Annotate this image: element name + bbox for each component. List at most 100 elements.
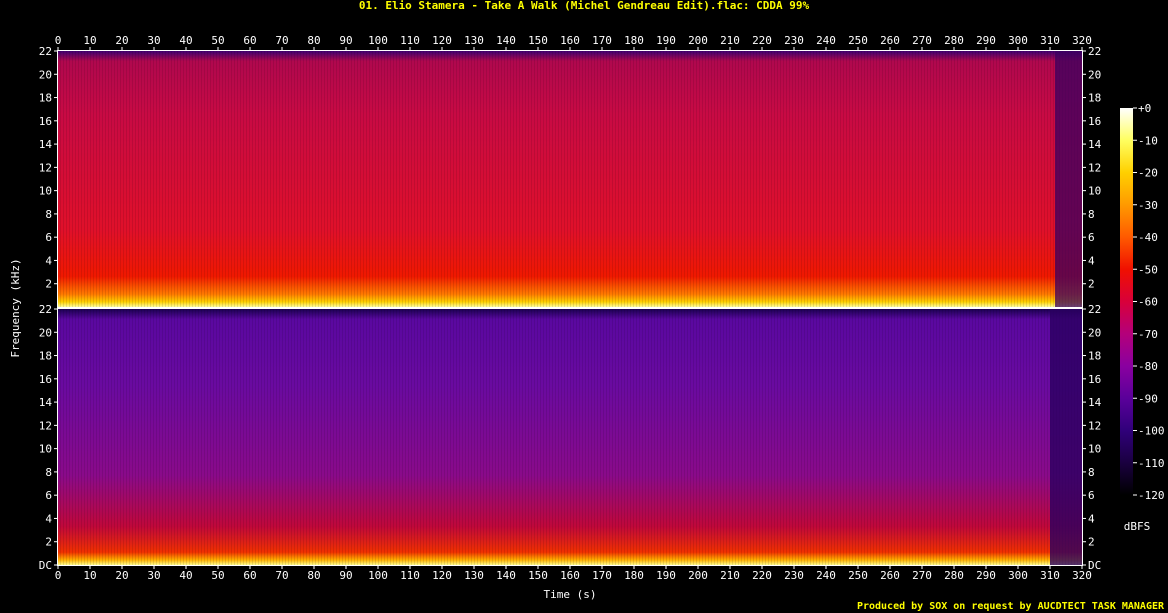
y-tick-label-left-bottom: 18 (39, 350, 52, 363)
x-tick-label-bottom: 180 (624, 569, 644, 582)
y-tick-label-left-bottom: 12 (39, 419, 52, 432)
x-tick-label-top: 220 (752, 34, 772, 47)
x-tick-label-bottom: 130 (464, 569, 484, 582)
y-tick-label-right-top: 6 (1088, 231, 1095, 244)
spectrogram-title: 01. Elio Stamera - Take A Walk (Michel G… (358, 0, 810, 12)
y-tick-label-right-top: 18 (1088, 92, 1101, 105)
x-tick-label-top: 210 (720, 34, 740, 47)
y-tick-label-right-top: 16 (1088, 115, 1101, 128)
colorbar: +0 -10 -20 -30 -40 -50 -60 -70 -80 -90 -100 -110 -12… (1120, 102, 1165, 533)
y-tick-label-left-top: 10 (39, 185, 52, 198)
y-tick-label-left-bottom: 2 (45, 536, 52, 549)
x-tick-label-top: 100 (368, 34, 388, 47)
left-channel-fadeout (1055, 51, 1082, 307)
colorbar-tick-label: -40 (1138, 231, 1158, 244)
y-tick-label-right-top: 10 (1088, 185, 1101, 198)
x-tick-label-bottom: 100 (368, 569, 388, 582)
y-tick-label-left-bottom: 20 (39, 326, 52, 339)
y-tick-label-left-bottom: 10 (39, 443, 52, 456)
colorbar-tick-label: -60 (1138, 296, 1158, 309)
colorbar-tick-label: -30 (1138, 199, 1158, 212)
y-tick-label-right-top: 2 (1088, 278, 1095, 291)
x-tick-label-top: 90 (339, 34, 352, 47)
y-axis-label: Frequency (kHz) (9, 258, 22, 357)
y-tick-label-right-top: 20 (1088, 68, 1101, 81)
x-tick-label-bottom: 40 (179, 569, 192, 582)
x-tick-label-top: 70 (275, 34, 288, 47)
colorbar-gradient (1120, 108, 1133, 495)
y-tick-label-left-bottom: 14 (39, 396, 53, 409)
x-tick-label-top: 320 (1072, 34, 1092, 47)
x-tick-label-bottom: 320 (1072, 569, 1092, 582)
x-tick-label-top: 140 (496, 34, 516, 47)
y-tick-label-left-top: 14 (39, 138, 53, 151)
x-axis-bottom: 0 10 20 30 40 50 60 70 80 90 100 110 120 130 140 150 160… (55, 565, 1092, 582)
colorbar-tick-label: +0 (1138, 102, 1151, 115)
x-tick-label-top: 270 (912, 34, 932, 47)
y-tick-label-right-top: 8 (1088, 208, 1095, 221)
x-tick-label-bottom: 220 (752, 569, 772, 582)
x-tick-label-bottom: 250 (848, 569, 868, 582)
x-tick-label-bottom: 280 (944, 569, 964, 582)
y-tick-label-right-top: 4 (1088, 254, 1095, 267)
x-tick-label-bottom: 310 (1040, 569, 1060, 582)
x-tick-label-top: 300 (1008, 34, 1028, 47)
y-tick-label-left-top: 4 (45, 254, 52, 267)
x-axis-top: 0 10 20 30 40 50 60 70 80 90 100 110 120 130 140 150 160… (55, 34, 1092, 51)
x-tick-label-top: 40 (179, 34, 192, 47)
y-tick-label-left-top: 6 (45, 231, 52, 244)
x-tick-label-top: 50 (211, 34, 224, 47)
colorbar-label: dBFS (1124, 520, 1151, 533)
x-tick-label-top: 170 (592, 34, 612, 47)
x-tick-label-top: 260 (880, 34, 900, 47)
colorbar-tick-label: -20 (1138, 167, 1158, 180)
x-tick-label-top: 120 (432, 34, 452, 47)
x-tick-label-top: 240 (816, 34, 836, 47)
y-tick-label-left-bottom: DC (39, 559, 52, 572)
y-tick-label-left-bottom: 22 (39, 303, 52, 316)
x-tick-label-bottom: 230 (784, 569, 804, 582)
y-tick-label-right-bottom: 4 (1088, 512, 1095, 525)
x-tick-label-bottom: 190 (656, 569, 676, 582)
x-tick-label-top: 110 (400, 34, 420, 47)
y-tick-label-left-top: 18 (39, 92, 52, 105)
right-channel-fadeout (1050, 309, 1082, 565)
footer-credit: Produced by SOX on request by AUCDTECT T… (856, 601, 1164, 612)
x-tick-label-bottom: 10 (83, 569, 96, 582)
x-axis-label: Time (s) (544, 588, 597, 601)
x-tick-label-bottom: 30 (147, 569, 160, 582)
y-tick-label-left-bottom: 16 (39, 373, 52, 386)
colorbar-tick-label: -80 (1138, 360, 1158, 373)
y-tick-label-left-top: 22 (39, 45, 52, 58)
x-tick-label-bottom: 290 (976, 569, 996, 582)
x-tick-label-bottom: 150 (528, 569, 548, 582)
x-tick-label-bottom: 120 (432, 569, 452, 582)
x-tick-label-top: 10 (83, 34, 96, 47)
x-tick-label-bottom: 70 (275, 569, 288, 582)
colorbar-tick-label: -10 (1138, 134, 1158, 147)
x-tick-label-bottom: 90 (339, 569, 352, 582)
x-tick-label-top: 310 (1040, 34, 1060, 47)
x-tick-label-bottom: 170 (592, 569, 612, 582)
x-tick-label-bottom: 300 (1008, 569, 1028, 582)
y-tick-label-right-bottom: 6 (1088, 489, 1095, 502)
x-tick-label-bottom: 50 (211, 569, 224, 582)
x-tick-label-bottom: 20 (115, 569, 128, 582)
y-tick-label-right-bottom: 2 (1088, 536, 1095, 549)
y-tick-label-right-bottom: 18 (1088, 350, 1101, 363)
x-tick-label-top: 290 (976, 34, 996, 47)
right-channel-panel (58, 309, 1082, 565)
x-tick-label-top: 230 (784, 34, 804, 47)
x-tick-label-top: 180 (624, 34, 644, 47)
x-tick-label-bottom: 260 (880, 569, 900, 582)
x-tick-label-top: 250 (848, 34, 868, 47)
colorbar-tick-label: -70 (1138, 328, 1158, 341)
x-tick-label-bottom: 60 (243, 569, 256, 582)
x-tick-label-top: 130 (464, 34, 484, 47)
x-tick-label-bottom: 140 (496, 569, 516, 582)
y-tick-label-left-bottom: 6 (45, 489, 52, 502)
x-tick-label-top: 200 (688, 34, 708, 47)
y-tick-label-right-bottom: 10 (1088, 443, 1101, 456)
x-tick-label-top: 60 (243, 34, 256, 47)
